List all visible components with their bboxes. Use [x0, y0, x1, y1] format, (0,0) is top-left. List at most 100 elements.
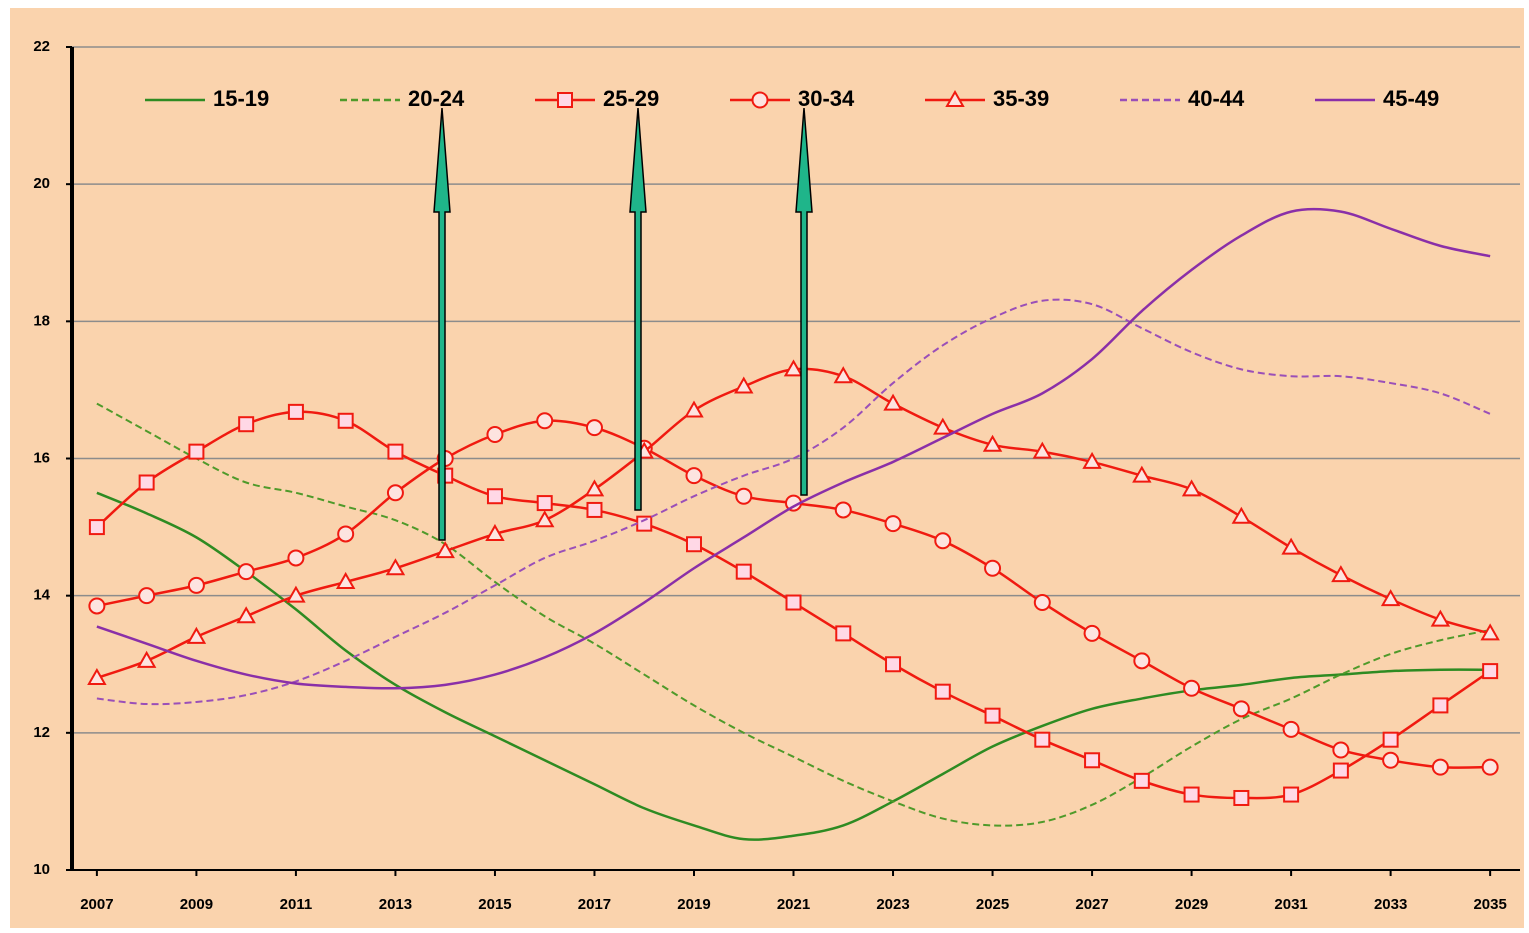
x-tick-label: 2035	[1473, 896, 1506, 913]
marker-circle	[984, 559, 1002, 577]
marker-square	[1034, 731, 1051, 748]
marker-triangle	[534, 510, 555, 528]
series-line	[96, 207, 1491, 690]
marker-triangle	[684, 400, 704, 418]
x-tick-label: 2011	[280, 896, 313, 913]
marker-triangle	[584, 479, 605, 497]
x-tick-label: 2029	[1175, 896, 1208, 913]
y-tick-label: 20	[33, 175, 50, 192]
marker-circle	[138, 587, 156, 605]
marker-square	[1332, 762, 1349, 779]
marker-circle	[237, 563, 255, 581]
series	[88, 403, 1499, 806]
marker-circle	[1382, 751, 1400, 769]
marker-square	[885, 656, 902, 673]
marker-circle	[1332, 741, 1350, 759]
marker-square	[188, 443, 205, 460]
marker-circle	[287, 549, 305, 567]
marker-circle	[1431, 758, 1449, 776]
marker-square	[735, 563, 752, 580]
marker-circle	[1183, 679, 1201, 697]
marker-square	[138, 474, 155, 491]
series	[87, 359, 1500, 685]
marker-square	[785, 594, 802, 611]
marker-circle	[1033, 594, 1051, 612]
marker-circle	[1481, 758, 1499, 776]
marker-circle	[1133, 652, 1151, 670]
series	[96, 298, 1491, 706]
x-tick-label: 2017	[578, 896, 611, 913]
y-tick-label: 10	[33, 861, 50, 878]
series	[96, 207, 1491, 690]
marker-square	[287, 403, 304, 420]
y-tick-label: 12	[33, 724, 50, 741]
marker-circle	[751, 91, 769, 109]
legend-item: 45-49	[1315, 86, 1439, 111]
marker-circle	[386, 484, 404, 502]
marker-triangle	[186, 626, 207, 644]
x-tick-label: 2023	[876, 896, 909, 913]
arrow	[433, 107, 451, 541]
series	[88, 412, 1499, 776]
marker-triangle	[335, 571, 356, 589]
legend-item: 30-34	[730, 86, 855, 111]
x-tick-label: 2007	[80, 896, 113, 913]
marker-circle	[1232, 700, 1250, 718]
marker-square	[685, 536, 702, 553]
series-line	[96, 298, 1491, 706]
legend-item: 40-44	[1120, 86, 1245, 111]
marker-square	[934, 683, 951, 700]
marker-square	[1133, 772, 1150, 789]
marker-circle	[187, 576, 205, 594]
series-line	[96, 402, 1491, 827]
marker-triangle	[1032, 441, 1053, 459]
marker-triangle	[1281, 537, 1301, 555]
legend-item: 20-24	[340, 86, 465, 111]
marker-triangle	[1331, 565, 1351, 583]
marker-square	[1482, 663, 1499, 680]
marker-square	[984, 707, 1001, 724]
legend-label: 40-44	[1188, 86, 1245, 111]
marker-triangle	[1480, 623, 1500, 641]
marker-circle	[536, 412, 554, 430]
marker-square	[238, 416, 255, 433]
marker-square	[636, 515, 653, 532]
marker-square	[1283, 786, 1300, 803]
marker-square	[835, 625, 852, 642]
x-tick-label: 2019	[677, 896, 710, 913]
legend: 15-19 20-24 25-29 30-34 35-39 40-44 45-49	[145, 86, 1439, 111]
legend-label: 25-29	[603, 86, 659, 111]
marker-circle	[834, 501, 852, 519]
marker-square	[1233, 789, 1250, 806]
marker-triangle	[1082, 451, 1102, 469]
x-tick-label: 2031	[1274, 896, 1307, 913]
arrows	[433, 107, 813, 541]
marker-triangle	[435, 541, 455, 559]
y-tick-label: 22	[33, 38, 50, 55]
legend-label: 35-39	[993, 86, 1049, 111]
marker-square	[1084, 752, 1101, 769]
x-tick-label: 2015	[478, 896, 511, 913]
marker-square	[536, 495, 553, 512]
legend-item: 35-39	[925, 86, 1049, 111]
marker-circle	[884, 515, 902, 533]
marker-circle	[1282, 720, 1300, 738]
marker-square	[586, 501, 603, 518]
marker-square	[387, 443, 404, 460]
marker-circle	[934, 532, 952, 550]
legend-label: 20-24	[408, 86, 465, 111]
arrow	[629, 107, 647, 511]
marker-triangle	[734, 376, 754, 394]
series-layer	[87, 207, 1500, 841]
marker-square	[486, 488, 503, 505]
legend-label: 30-34	[798, 86, 855, 111]
marker-circle	[735, 487, 753, 505]
marker-triangle	[982, 434, 1003, 452]
legend-item: 25-29	[535, 86, 659, 111]
marker-circle	[585, 419, 603, 437]
legend-item: 15-19	[145, 86, 269, 111]
marker-circle	[337, 525, 355, 543]
series-line	[96, 491, 1491, 841]
marker-triangle	[1231, 506, 1252, 524]
